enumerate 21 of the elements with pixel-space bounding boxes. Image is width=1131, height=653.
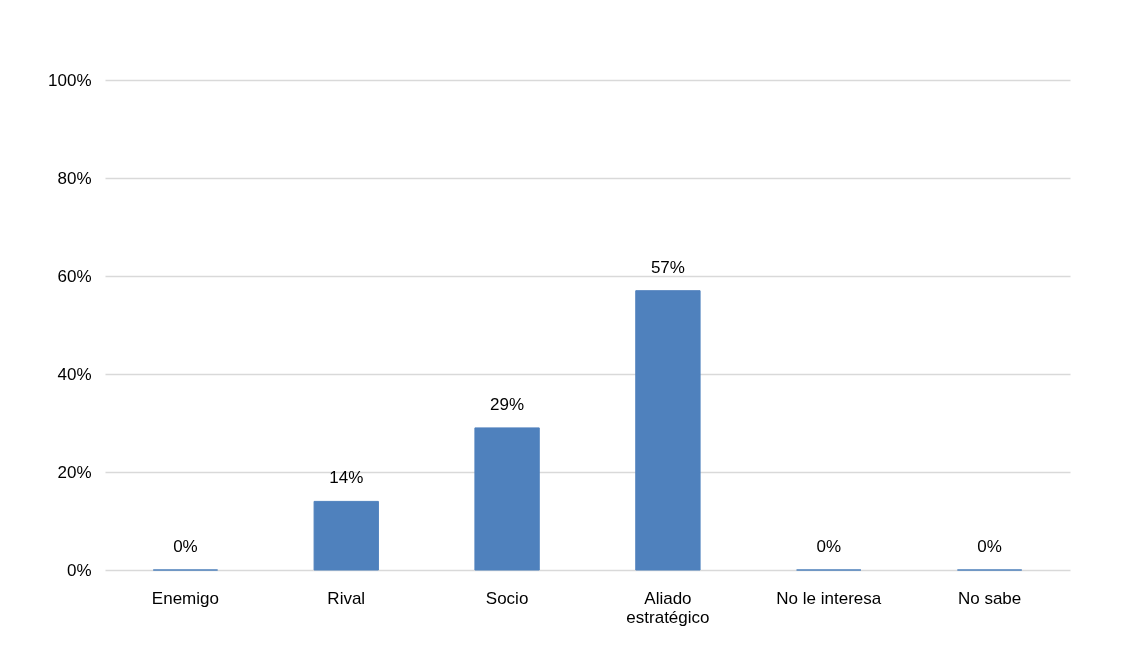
data-label: 14% <box>329 468 364 488</box>
y-tick-label: 0% <box>66 560 92 580</box>
y-tick-label: 100% <box>48 70 92 90</box>
x-tick-label: Enemigo <box>151 588 219 608</box>
y-tick-label: 60% <box>57 266 92 286</box>
y-tick-label: 80% <box>57 168 92 188</box>
bar <box>474 427 540 571</box>
data-label: 0% <box>977 537 1002 556</box>
data-label: 29% <box>490 394 525 414</box>
data-label: 0% <box>173 537 198 556</box>
bar <box>635 290 701 571</box>
y-tick-label: 40% <box>57 364 92 384</box>
y-tick-label: 20% <box>57 462 92 482</box>
x-tick-label: No le interesa <box>776 588 882 608</box>
data-label: 57% <box>650 257 685 277</box>
x-tick-label: Aliado estratégico <box>626 588 710 627</box>
x-tick-label: Socio <box>485 588 529 608</box>
bar <box>313 500 379 571</box>
data-label: 0% <box>816 537 842 556</box>
x-tick-label: No sabe <box>957 588 1022 608</box>
x-tick-label: Rival <box>327 588 366 608</box>
